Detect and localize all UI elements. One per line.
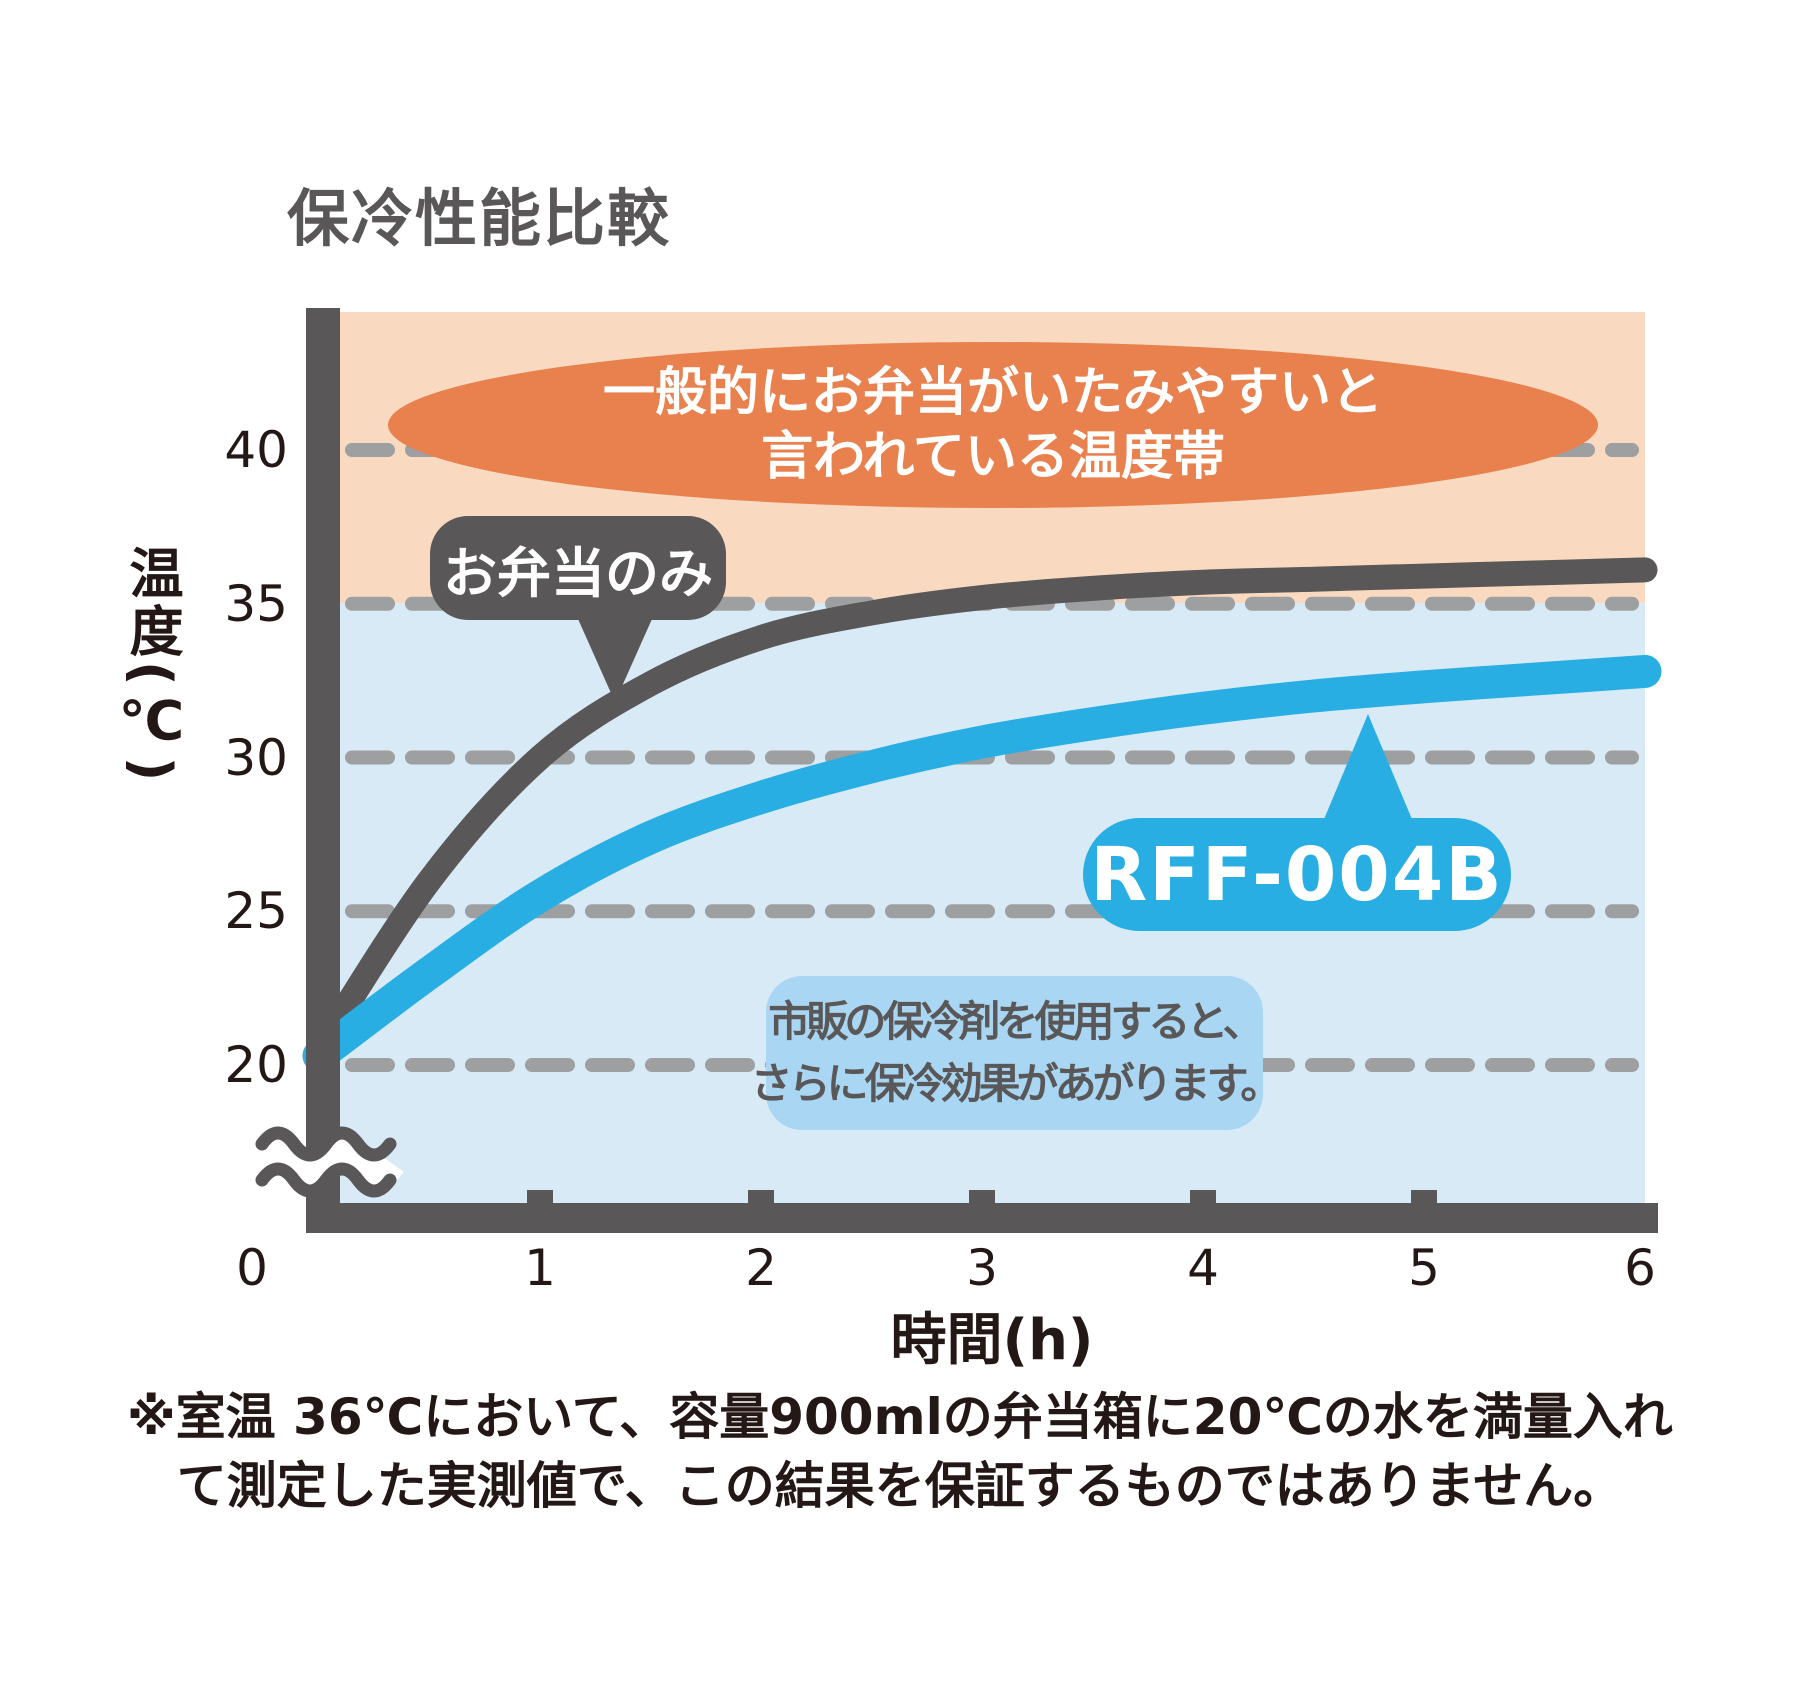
x-tick-6: 6 xyxy=(1624,1239,1656,1297)
danger-zone-text-line1: 一般的にお弁当がいたみやすいと xyxy=(602,363,1383,423)
x-axis-tick-5 xyxy=(1411,1190,1437,1204)
product-callout-pointer xyxy=(1322,714,1414,824)
x-axis-tick-3 xyxy=(969,1190,995,1204)
x-axis-tick-1 xyxy=(527,1190,553,1204)
x-tick-2: 2 xyxy=(745,1239,777,1297)
y-tick-20: 20 xyxy=(224,1036,288,1094)
bento-only-callout: お弁当のみ xyxy=(430,516,726,620)
series-line-bento-only xyxy=(306,557,1658,1063)
y-tick-35: 35 xyxy=(224,575,288,633)
cooling-tip-line2: さらに保冷効果があがります。 xyxy=(750,1059,1283,1108)
bento-only-label: お弁当のみ xyxy=(443,541,713,605)
y-tick-30: 30 xyxy=(224,729,288,787)
axis-break-lower xyxy=(255,1162,397,1198)
y-axis-label: 温度(℃) xyxy=(120,545,183,786)
cooling-tip-line1: 市販の保冷剤を使用すると、 xyxy=(768,997,1264,1046)
y-tick-40: 40 xyxy=(224,421,288,479)
bento-callout-pointer xyxy=(574,610,656,702)
measurement-note-line2: て測定した実測値で、この結果を保証するものではありません。 xyxy=(176,1457,1624,1515)
x-axis-label: 時間(h) xyxy=(890,1308,1094,1373)
product-label: RFF-004B xyxy=(1090,831,1504,918)
cooling-tip-box: 市販の保冷剤を使用すると、 さらに保冷効果があがります。 xyxy=(751,976,1282,1130)
measurement-note-line1: ※室温 36℃において、容量900mlの弁当箱に20℃の水を満量入れ xyxy=(127,1388,1673,1446)
y-tick-25: 25 xyxy=(224,882,288,940)
series-line-rff-004b xyxy=(302,654,1662,1073)
x-axis-tick-4 xyxy=(1190,1190,1216,1204)
danger-zone-text-line2: 言われている温度帯 xyxy=(761,427,1225,487)
axis-break-upper xyxy=(255,1126,397,1162)
x-tick-4: 4 xyxy=(1187,1239,1219,1297)
danger-zone-callout: 一般的にお弁当がいたみやすいと 言われている温度帯 xyxy=(388,342,1598,508)
x-axis-tick-2 xyxy=(748,1190,774,1204)
product-callout: RFF-004B xyxy=(1083,818,1511,931)
chart-title: 保冷性能比較 xyxy=(287,182,672,255)
y-axis-bar xyxy=(306,308,340,1233)
x-tick-3: 3 xyxy=(966,1239,998,1297)
x-tick-0: 0 xyxy=(236,1239,268,1297)
x-tick-1: 1 xyxy=(524,1239,556,1297)
x-tick-5: 5 xyxy=(1408,1239,1440,1297)
axis-break-mask xyxy=(248,1134,404,1190)
measurement-note: ※室温 36℃において、容量900mlの弁当箱に20℃の水を満量入れ て測定した… xyxy=(40,1383,1760,1521)
x-axis-bar xyxy=(306,1203,1658,1233)
